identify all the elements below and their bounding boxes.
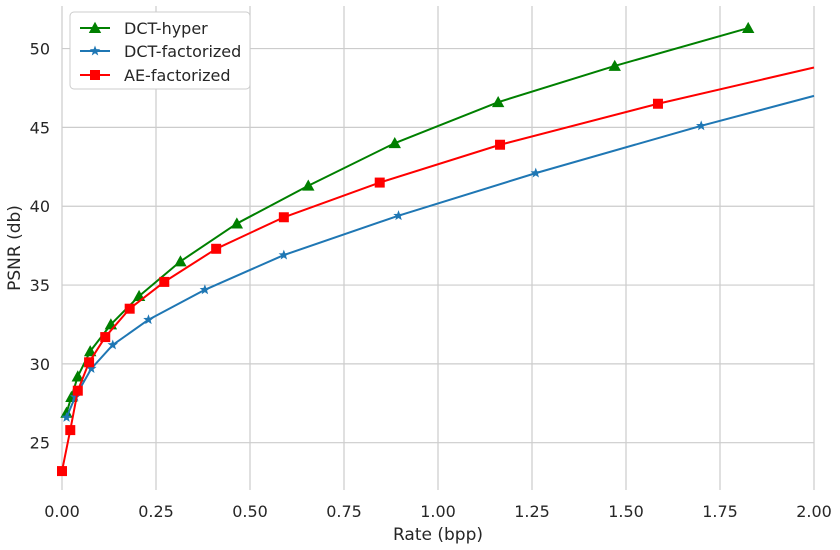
data-point-dct-factorized <box>695 120 707 131</box>
x-tick-label: 1.00 <box>420 502 456 521</box>
data-point-dct-factorized <box>107 339 118 350</box>
data-point-ae-factorized <box>124 303 135 314</box>
y-tick-label: 40 <box>30 197 50 216</box>
x-axis-label: Rate (bpp) <box>393 525 483 545</box>
legend-marker-dct-factorized <box>89 45 101 56</box>
y-tick-label: 25 <box>30 434 50 453</box>
data-point-dct-factorized <box>278 249 290 260</box>
data-point-dct-factorized <box>61 411 72 422</box>
data-point-dct-hyper <box>71 370 84 382</box>
series-dct-factorized <box>61 94 815 422</box>
series-group <box>57 21 815 477</box>
x-tick-label: 0.00 <box>44 502 80 521</box>
data-point-dct-hyper <box>230 217 244 229</box>
data-point-ae-factorized <box>84 357 95 368</box>
data-point-dct-factorized <box>199 284 211 295</box>
data-point-ae-factorized <box>57 466 67 477</box>
data-point-dct-hyper <box>174 255 187 267</box>
y-tick-label: 35 <box>30 276 50 295</box>
x-tick-label: 0.50 <box>232 502 268 521</box>
legend: DCT-hyper DCT-factorized AE-factorized <box>69 11 251 90</box>
data-point-dct-factorized <box>86 363 97 374</box>
data-point-ae-factorized <box>65 425 76 436</box>
data-point-ae-factorized <box>211 243 222 254</box>
legend-marker-ae-factorized <box>90 70 100 80</box>
x-tick-labels: 0.00 0.25 0.50 0.75 1.00 1.25 1.50 1.75 2.00 <box>44 502 832 521</box>
legend-box <box>69 11 251 90</box>
data-point-ae-factorized <box>159 276 170 287</box>
y-tick-label: 50 <box>30 40 50 59</box>
x-tick-label: 0.75 <box>326 502 362 521</box>
legend-markers <box>88 21 102 80</box>
x-tick-label: 1.50 <box>608 502 644 521</box>
x-tick-label: 2.00 <box>796 502 832 521</box>
data-point-dct-factorized <box>530 167 541 178</box>
x-tick-label: 1.75 <box>702 502 738 521</box>
legend-label-ae-factorized: AE-factorized <box>124 66 231 85</box>
legend-label-dct-factorized: DCT-factorized <box>124 42 241 61</box>
data-point-dct-hyper <box>302 179 315 191</box>
x-tick-label: 1.25 <box>514 502 550 521</box>
data-point-ae-factorized <box>72 385 83 396</box>
x-tick-label: 0.25 <box>138 502 174 521</box>
y-tick-labels: 25 30 35 40 45 50 <box>30 40 50 453</box>
data-point-dct-factorized <box>143 314 154 325</box>
data-point-ae-factorized <box>495 139 506 150</box>
series-ae-factorized <box>57 66 815 477</box>
data-point-dct-factorized <box>69 391 81 402</box>
series-dct-hyper <box>60 21 755 418</box>
data-point-dct-hyper <box>388 136 401 149</box>
legend-label-dct-hyper: DCT-hyper <box>124 19 208 38</box>
y-tick-label: 30 <box>30 355 50 374</box>
legend-marker-dct-hyper <box>88 21 102 33</box>
y-tick-label: 45 <box>30 118 50 137</box>
data-point-dct-factorized <box>393 210 404 221</box>
y-axis-label: PSNR (db) <box>5 205 25 291</box>
data-point-ae-factorized <box>100 332 111 343</box>
data-point-dct-hyper <box>608 59 621 71</box>
data-point-ae-factorized <box>652 98 663 109</box>
data-point-dct-hyper <box>742 21 755 34</box>
data-point-dct-hyper <box>84 345 97 357</box>
data-point-dct-hyper <box>491 95 505 108</box>
data-point-ae-factorized <box>278 212 289 223</box>
data-point-ae-factorized <box>374 177 385 188</box>
